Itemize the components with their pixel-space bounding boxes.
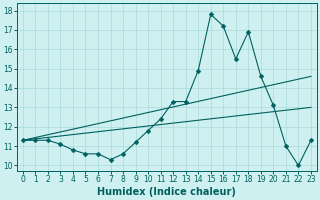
X-axis label: Humidex (Indice chaleur): Humidex (Indice chaleur) [98,187,236,197]
